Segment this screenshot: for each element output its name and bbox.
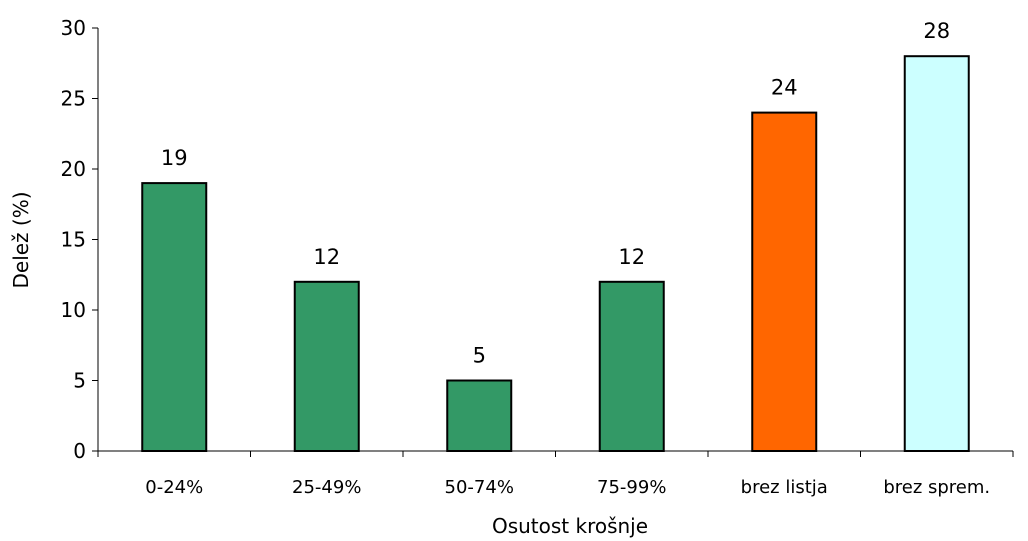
chart-axes: 0 5 10 15 20 25 30 (61, 16, 1014, 463)
data-label: 19 (161, 146, 188, 170)
y-tick-label: 0 (73, 439, 86, 463)
y-tick-label: 15 (61, 228, 86, 252)
y-tick-label: 10 (61, 298, 86, 322)
chart-bars (141, 55, 970, 452)
y-tick-label: 5 (73, 369, 86, 393)
x-tick-label: 75-99% (597, 477, 666, 498)
x-tick-label: brez sprem. (883, 477, 990, 498)
x-axis-title: Osutost krošnje (492, 514, 648, 538)
y-tick-label: 30 (61, 16, 86, 40)
data-label: 12 (618, 245, 645, 269)
bar (751, 111, 818, 452)
y-axis-title: Delež (%) (9, 191, 33, 288)
bar (141, 182, 208, 452)
bar (293, 280, 360, 452)
x-tick-label: 25-49% (292, 477, 361, 498)
bar (446, 379, 513, 452)
bar (598, 280, 665, 452)
x-tick-label: brez listja (741, 477, 828, 498)
x-tick-label: 0-24% (145, 477, 203, 498)
data-label: 5 (473, 344, 486, 368)
data-label: 28 (923, 19, 950, 43)
y-tick-label: 25 (61, 87, 86, 111)
x-tick-label: 50-74% (445, 477, 514, 498)
y-tick-label: 20 (61, 157, 86, 181)
chart-labels: 19 0-24% 12 25-49% 5 50-74% 12 75-99% 24 brez lis… (145, 19, 990, 498)
data-label: 24 (771, 76, 798, 100)
bar (903, 55, 970, 452)
data-label: 12 (313, 245, 340, 269)
